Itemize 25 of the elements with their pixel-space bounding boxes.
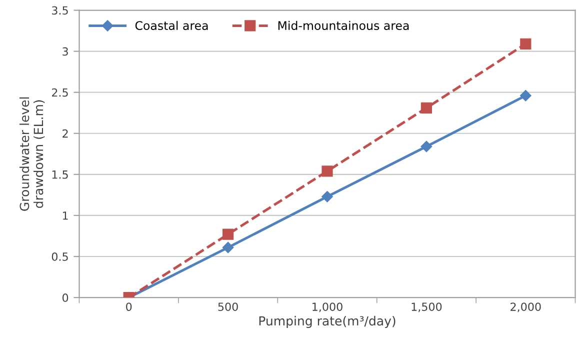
x-tick-label: 2,000 (510, 302, 541, 312)
point (420, 102, 432, 114)
y-tick-label: 2 (62, 129, 68, 138)
y-tick-label: 3 (62, 47, 68, 56)
y-tick-label: 2.5 (52, 88, 68, 97)
y-axis-title: Groundwater level drawdown (EL.m) (20, 97, 45, 211)
x-tick-label: 500 (218, 302, 238, 311)
x-tick-label: 1,000 (312, 302, 342, 312)
y-tick-label: 1.5 (52, 170, 68, 179)
y-tick-label: 0.5 (52, 252, 68, 261)
y-tick-label: 1 (62, 212, 68, 220)
point (222, 242, 234, 254)
point (520, 90, 532, 102)
point (322, 166, 333, 177)
legend-label: Coastal area (135, 20, 208, 30)
y-tick-label: 3.5 (52, 6, 68, 15)
y-tick-label: 0 (62, 294, 68, 302)
x-tick-label: 1,500 (412, 302, 442, 312)
x-axis-title: Pumping rate(m³/day) (259, 316, 396, 328)
point (322, 190, 333, 202)
x-tick-label: 0 (126, 302, 132, 311)
legend-label: Mid-mountainous area (278, 20, 409, 30)
point (520, 38, 532, 50)
point (222, 228, 234, 240)
point (420, 140, 432, 152)
